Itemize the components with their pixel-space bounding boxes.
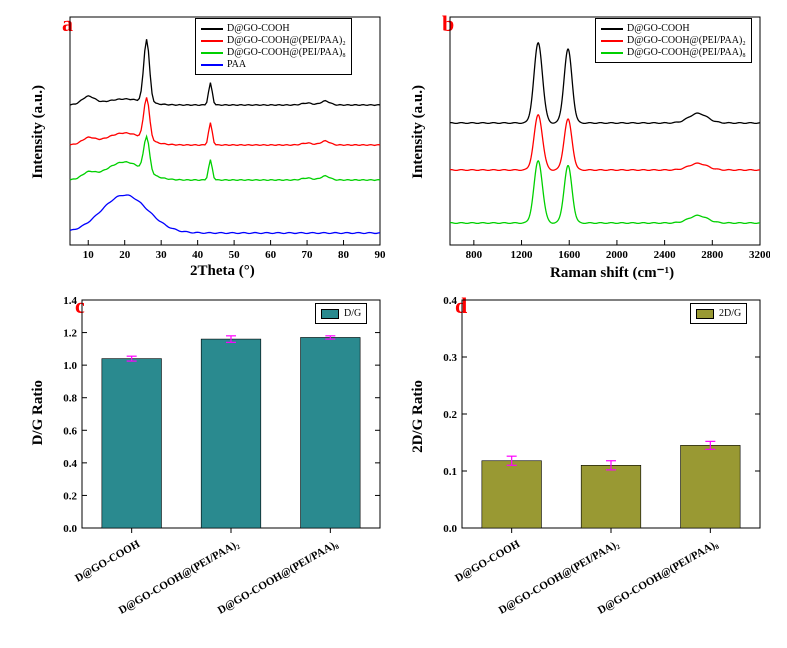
panel-a-xlabel: 2Theta (°) <box>190 263 255 280</box>
svg-text:2000: 2000 <box>606 249 629 261</box>
svg-text:1.4: 1.4 <box>63 295 77 307</box>
svg-text:0.4: 0.4 <box>443 295 457 307</box>
svg-text:20: 20 <box>119 249 130 261</box>
svg-text:80: 80 <box>338 249 350 261</box>
svg-text:1.0: 1.0 <box>63 360 77 372</box>
svg-text:60: 60 <box>265 249 277 261</box>
panel-b-legend: D@GO-COOHD@GO-COOH@(PEI/PAA)₂D@GO-COOH@(… <box>595 18 752 63</box>
panel-c-ylabel: D/G Ratio <box>30 380 47 445</box>
panel-b-xlabel: Raman shift (cm⁻¹) <box>550 263 674 282</box>
svg-text:2800: 2800 <box>701 249 724 261</box>
svg-text:2400: 2400 <box>654 249 677 261</box>
svg-text:10: 10 <box>83 249 95 261</box>
panel-b-ylabel: Intensity (a.u.) <box>410 85 427 179</box>
svg-text:1200: 1200 <box>511 249 534 261</box>
svg-text:70: 70 <box>302 249 314 261</box>
svg-text:3200: 3200 <box>749 249 770 261</box>
svg-text:800: 800 <box>466 249 483 261</box>
panel-d-ylabel: 2D/G Ratio <box>410 380 427 453</box>
svg-text:50: 50 <box>229 249 241 261</box>
svg-text:1.2: 1.2 <box>63 328 77 340</box>
panel-d-legend: 2D/G <box>690 303 747 324</box>
svg-text:0.2: 0.2 <box>63 490 77 502</box>
svg-text:0.2: 0.2 <box>443 409 457 421</box>
panel-d-legend-label: 2D/G <box>719 308 741 319</box>
svg-text:0.4: 0.4 <box>63 458 77 470</box>
panel-a-legend: D@GO-COOHD@GO-COOH@(PEI/PAA)₂D@GO-COOH@(… <box>195 18 352 75</box>
svg-text:40: 40 <box>192 249 204 261</box>
svg-text:30: 30 <box>156 249 168 261</box>
svg-text:0.1: 0.1 <box>443 466 457 478</box>
svg-text:0.8: 0.8 <box>63 393 77 405</box>
svg-text:0.0: 0.0 <box>63 523 77 535</box>
svg-text:0.6: 0.6 <box>63 425 77 437</box>
svg-text:0.0: 0.0 <box>443 523 457 535</box>
panel-a-ylabel: Intensity (a.u.) <box>30 85 47 179</box>
panel-d: d 0.00.10.20.30.4 2D/G Ratio 2D/G D@GO-C… <box>400 290 770 630</box>
panel-a: a 102030405060708090 Intensity (a.u.) 2T… <box>20 5 390 285</box>
panel-b: b 800120016002000240028003200 Intensity … <box>400 5 770 285</box>
panel-c-legend: D/G <box>315 303 367 324</box>
panel-c: c 0.00.20.40.60.81.01.21.4 D/G Ratio D/G… <box>20 290 390 630</box>
panel-c-legend-label: D/G <box>344 308 361 319</box>
svg-text:1600: 1600 <box>558 249 581 261</box>
svg-text:90: 90 <box>375 249 387 261</box>
svg-text:0.3: 0.3 <box>443 352 457 364</box>
